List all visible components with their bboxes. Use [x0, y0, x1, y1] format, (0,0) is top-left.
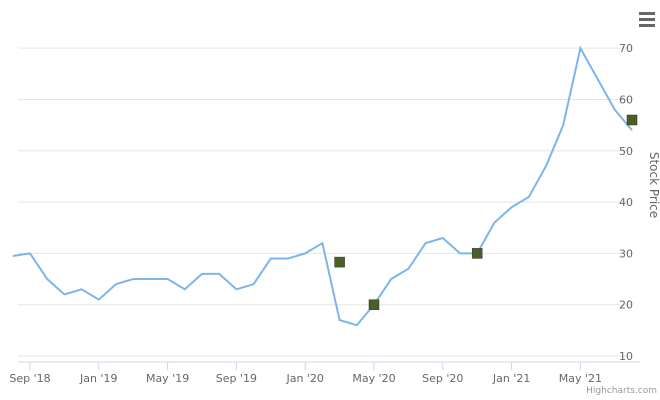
menu-bar [639, 24, 655, 27]
x-tick-label: Sep '20 [422, 372, 463, 385]
x-tick-label: May '21 [559, 372, 602, 385]
credits[interactable]: Highcharts.com [586, 386, 657, 396]
menu-bar [639, 18, 655, 21]
y-tick-label: 30 [619, 247, 633, 260]
x-tick-label: Jan '20 [285, 372, 323, 385]
y-axis-title: Stock Price [647, 152, 660, 218]
x-tick-label: Jan '21 [492, 372, 530, 385]
marker [471, 248, 483, 259]
y-tick-label: 50 [619, 145, 633, 158]
x-tick-label: May '19 [146, 372, 189, 385]
marker [368, 299, 380, 310]
x-tick-label: Sep '18 [9, 372, 50, 385]
y-tick-label: 10 [619, 350, 633, 363]
y-tick-label: 60 [619, 93, 633, 106]
x-tick-label: Sep '19 [216, 372, 257, 385]
x-tick-label: May '20 [352, 372, 395, 385]
y-tick-label: 70 [619, 42, 633, 55]
y-tick-label: 20 [619, 299, 633, 312]
marker [626, 114, 638, 126]
menu-bar [639, 12, 655, 15]
menu-icon[interactable] [639, 12, 655, 27]
marker [334, 256, 345, 268]
line [12, 45, 633, 327]
y-tick-label: 40 [619, 196, 633, 209]
x-tick-label: Jan '19 [79, 372, 117, 385]
